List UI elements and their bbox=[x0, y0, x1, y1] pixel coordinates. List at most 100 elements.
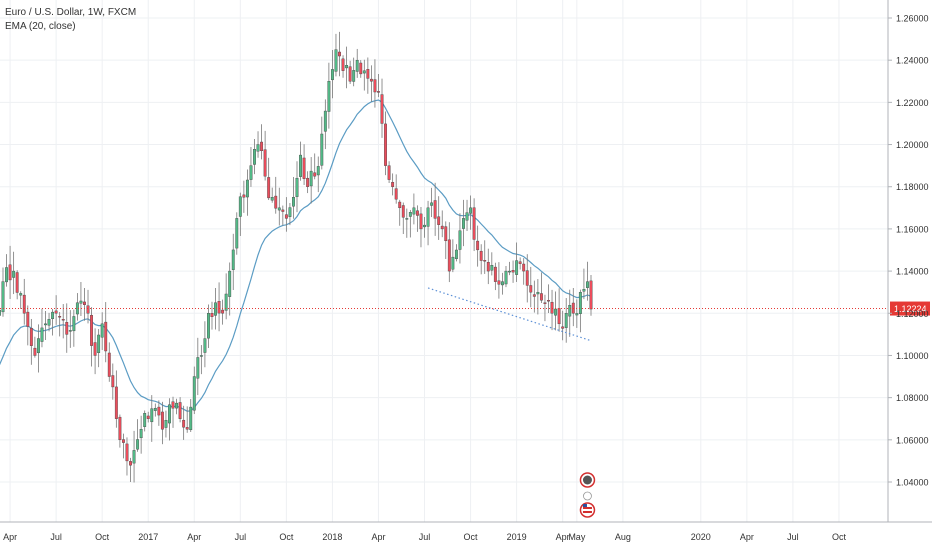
candle-body bbox=[532, 294, 536, 297]
candle-body bbox=[263, 149, 267, 177]
ema-line bbox=[0, 99, 592, 412]
candle bbox=[36, 324, 40, 373]
candle-body bbox=[47, 319, 51, 326]
candle-body bbox=[97, 334, 101, 354]
x-tick-label: Jul bbox=[50, 532, 62, 542]
candle-body bbox=[83, 301, 86, 305]
candle bbox=[578, 289, 582, 333]
x-tick-label: 2020 bbox=[691, 532, 711, 542]
candle bbox=[426, 200, 430, 246]
candle bbox=[433, 182, 437, 236]
candle bbox=[256, 131, 260, 158]
candle-body bbox=[387, 165, 391, 180]
candle-body bbox=[366, 69, 370, 79]
candle-body bbox=[160, 411, 164, 430]
candle bbox=[440, 210, 444, 238]
candle bbox=[472, 198, 476, 252]
candle-body bbox=[327, 81, 331, 112]
candle bbox=[196, 337, 200, 396]
candle-body bbox=[72, 316, 76, 332]
candle-body bbox=[270, 197, 274, 201]
candle-body bbox=[578, 291, 582, 314]
candle-body bbox=[543, 302, 547, 304]
candle-body bbox=[121, 439, 125, 443]
candle bbox=[529, 266, 533, 308]
trendline bbox=[427, 287, 592, 342]
axes[interactable]: 1.26000 1.24000 1.22000 1.20000 1.18000 1.160… bbox=[0, 0, 932, 542]
candle-body bbox=[377, 91, 380, 93]
candle-body bbox=[493, 266, 497, 282]
candle-body bbox=[281, 209, 285, 212]
x-tick-label: Jul bbox=[787, 532, 799, 542]
candle bbox=[153, 403, 157, 417]
x-tick-label: Oct bbox=[832, 532, 847, 542]
candle-body bbox=[221, 309, 225, 314]
candle bbox=[508, 261, 511, 276]
candle bbox=[401, 202, 405, 235]
candle bbox=[497, 262, 501, 299]
x-tick-label: Jul bbox=[419, 532, 431, 542]
candle bbox=[1, 267, 5, 317]
candle-body bbox=[125, 443, 129, 462]
candle bbox=[447, 222, 451, 283]
candle-body bbox=[415, 210, 419, 216]
last-price-line: 1.12224 bbox=[0, 301, 930, 316]
candle bbox=[419, 207, 423, 248]
candle-body bbox=[515, 260, 519, 275]
candle bbox=[231, 233, 235, 291]
candle-body bbox=[36, 338, 40, 354]
candle bbox=[454, 244, 458, 262]
candle bbox=[118, 414, 122, 448]
globe-icon bbox=[582, 475, 592, 485]
candle-body bbox=[582, 289, 586, 292]
x-tick-label: 2018 bbox=[322, 532, 342, 542]
candle bbox=[543, 294, 547, 322]
candle-body bbox=[462, 218, 465, 229]
candle-body bbox=[199, 355, 203, 357]
candle bbox=[203, 321, 207, 368]
x-tick-label: 2017 bbox=[138, 532, 158, 542]
candle-body bbox=[295, 177, 299, 197]
candle-body bbox=[256, 144, 260, 152]
candle-body bbox=[352, 70, 356, 82]
candle-body bbox=[182, 419, 186, 428]
candle-body bbox=[341, 58, 345, 71]
support-trendline[interactable] bbox=[427, 287, 592, 342]
candle bbox=[12, 251, 16, 295]
event-count-icon[interactable] bbox=[583, 491, 592, 501]
candle-body bbox=[157, 406, 161, 416]
candle bbox=[19, 291, 23, 309]
candle bbox=[54, 295, 58, 325]
candle bbox=[369, 65, 373, 102]
candle bbox=[366, 57, 370, 94]
candle bbox=[483, 240, 487, 274]
candle bbox=[320, 116, 324, 170]
candle bbox=[557, 288, 561, 332]
x-tick-label: Oct bbox=[95, 532, 110, 542]
candle bbox=[72, 309, 76, 347]
candle-body bbox=[369, 78, 373, 82]
candle bbox=[281, 205, 285, 226]
economic-event-icon[interactable] bbox=[579, 472, 596, 488]
y-tick-label: 1.12000 bbox=[896, 309, 929, 319]
candle bbox=[288, 203, 292, 226]
candle bbox=[164, 410, 168, 438]
candle bbox=[391, 173, 395, 196]
candle bbox=[245, 169, 249, 216]
candle-body bbox=[316, 166, 320, 176]
x-tick-label: Apr bbox=[740, 532, 754, 542]
candle bbox=[493, 262, 497, 291]
candle-body bbox=[129, 461, 132, 466]
candle bbox=[355, 48, 359, 78]
us-flag-icon[interactable] bbox=[579, 502, 596, 518]
y-tick-label: 1.06000 bbox=[896, 435, 929, 445]
x-tick-label: Oct bbox=[279, 532, 294, 542]
candle bbox=[150, 395, 154, 442]
event-markers[interactable] bbox=[579, 472, 596, 518]
candle-body bbox=[228, 270, 232, 297]
candle-body bbox=[288, 207, 292, 217]
candle-body bbox=[302, 157, 306, 179]
y-tick-label: 1.18000 bbox=[896, 182, 929, 192]
